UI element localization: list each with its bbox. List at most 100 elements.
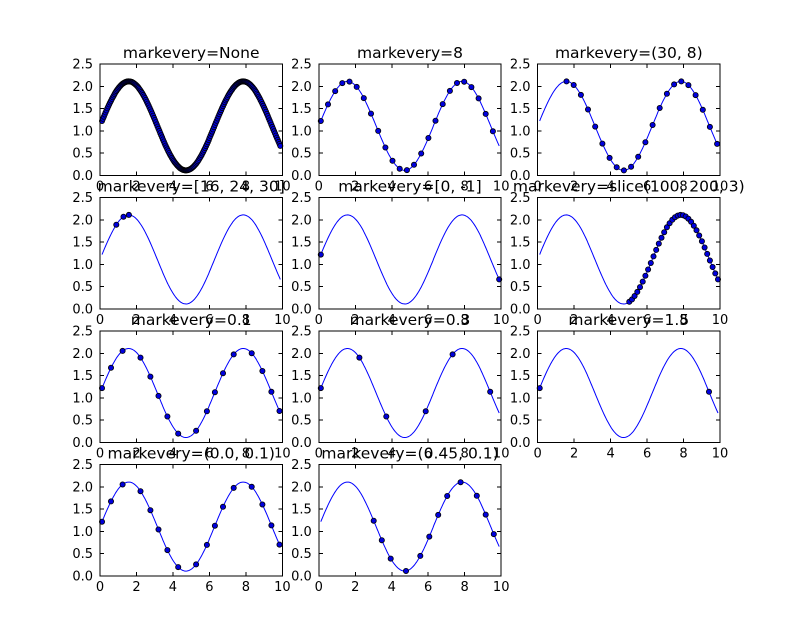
y-tick-label: 1.5 — [510, 369, 531, 384]
data-point-marker — [230, 484, 237, 491]
y-tick-label: 2.0 — [72, 213, 93, 228]
x-tick-label: 8 — [242, 580, 250, 595]
data-point-marker — [175, 564, 182, 571]
data-point-marker — [496, 276, 503, 283]
y-tick-label: 2.5 — [510, 58, 531, 73]
data-point-marker — [701, 244, 708, 251]
data-point-marker — [489, 128, 496, 135]
x-tick-label: 8 — [461, 446, 469, 461]
data-point-marker — [592, 123, 599, 130]
data-point-marker — [639, 278, 646, 285]
subplot-3: 0 2 4 6 8 100.00.51.01.52.02.5markevery=[16, … — [72, 178, 290, 328]
data-point-marker — [164, 413, 171, 420]
sine-line — [101, 214, 281, 305]
y-tick-label: 2.5 — [72, 325, 93, 340]
data-point-marker — [137, 488, 144, 495]
y-tick-label: 0.0 — [510, 302, 531, 317]
data-point-marker — [449, 351, 456, 358]
y-tick-label: 2.0 — [291, 347, 312, 362]
markers — [317, 78, 496, 174]
x-tick-label: 6 — [205, 313, 213, 328]
data-point-marker — [317, 251, 324, 258]
sine-line — [101, 481, 281, 572]
data-point-marker — [473, 492, 480, 499]
data-point-marker — [439, 101, 446, 108]
x-tick-label: 6 — [205, 580, 213, 595]
data-point-marker — [706, 257, 713, 264]
x-tick-label: 0 — [533, 313, 541, 328]
axes-frame — [99, 63, 283, 176]
x-tick-label: 6 — [424, 446, 432, 461]
data-point-marker — [647, 259, 654, 266]
y-tick-label: 2.0 — [510, 213, 531, 228]
x-tick-label: 6 — [643, 313, 651, 328]
subplot-title: markevery=1.5 — [568, 311, 689, 329]
y-tick-label: 2.5 — [72, 58, 93, 73]
data-point-marker — [375, 127, 382, 134]
y-tick-label: 0.5 — [510, 414, 531, 429]
data-point-marker — [563, 78, 570, 85]
axes-frame — [318, 197, 502, 310]
x-tick-label: 2 — [570, 313, 578, 328]
sine-line — [320, 348, 500, 438]
data-point-marker — [658, 234, 665, 241]
y-tick-label: 1.0 — [72, 525, 93, 540]
data-point-marker — [432, 117, 439, 124]
x-tick-label: 2 — [132, 313, 140, 328]
data-point-marker — [155, 526, 162, 533]
data-point-marker — [370, 517, 377, 524]
data-point-marker — [490, 531, 497, 538]
subplot-9: 0 2 4 6 8 10 0.0 0.5 1.0 1.5 2.0 2.5 markevery=(0.0,… — [72, 445, 290, 595]
y-tick-label: 0.5 — [72, 147, 93, 162]
sine-line — [320, 80, 500, 171]
data-point-marker — [367, 110, 374, 117]
data-point-marker — [125, 211, 132, 218]
data-point-marker — [155, 392, 162, 399]
axes-frame — [99, 197, 283, 310]
data-point-marker — [446, 87, 453, 94]
axes-frame — [318, 464, 502, 577]
y-tick-label: 1.5 — [291, 503, 312, 518]
x-tick-label: 0 — [96, 580, 104, 595]
data-point-marker — [685, 82, 692, 89]
y-tick-label: 2.0 — [291, 80, 312, 95]
x-tick-label: 8 — [679, 446, 687, 461]
data-point-marker — [645, 266, 652, 273]
data-point-marker — [482, 110, 489, 117]
data-point-marker — [637, 284, 644, 291]
x-tick-label: 8 — [679, 313, 687, 328]
x-tick-label: 4 — [606, 446, 614, 461]
x-tick-label: 0 — [96, 179, 104, 194]
y-tick-label: 2.5 — [291, 58, 312, 73]
data-point-marker — [663, 224, 670, 231]
data-point-marker — [147, 507, 154, 514]
x-tick-label: 10 — [712, 446, 729, 461]
data-point-marker — [360, 95, 367, 102]
x-tick-label: 2 — [351, 580, 359, 595]
x-tick-label: 4 — [169, 580, 177, 595]
data-point-marker — [268, 522, 275, 529]
x-tick-label: 10 — [274, 179, 291, 194]
x-tick-label: 2 — [132, 580, 140, 595]
y-tick-label: 1.0 — [510, 391, 531, 406]
subplot-0: 0 2 4 6 8 10 0.0 0.5 1.0 1.5 2.0 2.5 markevery=None — [72, 44, 290, 194]
data-point-marker — [628, 163, 635, 170]
data-point-marker — [120, 213, 127, 220]
markers — [626, 211, 722, 305]
data-point-marker — [346, 78, 353, 85]
data-point-marker — [663, 90, 670, 97]
x-tick-label: 4 — [606, 313, 614, 328]
axes-frame — [318, 63, 502, 176]
sine-line — [320, 481, 500, 572]
data-point-marker — [317, 385, 324, 392]
data-point-marker — [417, 552, 424, 559]
y-tick-label: 1.5 — [72, 503, 93, 518]
subplot-title: markevery=[0, -1] — [338, 178, 481, 196]
axes-frame — [99, 330, 283, 443]
y-tick-label: 0.5 — [72, 280, 93, 295]
data-point-marker — [248, 350, 255, 357]
x-tick-label: 0 — [96, 446, 104, 461]
data-point-marker — [268, 388, 275, 395]
data-point-marker — [656, 105, 663, 112]
